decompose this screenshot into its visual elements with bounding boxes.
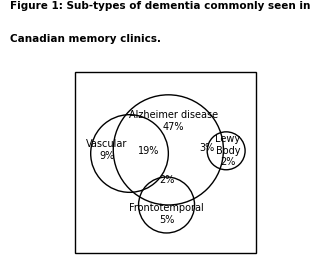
Text: Lewy
Body
2%: Lewy Body 2% xyxy=(215,134,240,167)
Text: Vascular
9%: Vascular 9% xyxy=(86,139,128,161)
Text: Alzheimer disease
47%: Alzheimer disease 47% xyxy=(129,110,218,132)
Text: Frontotemporal
5%: Frontotemporal 5% xyxy=(129,203,204,225)
Text: 19%: 19% xyxy=(138,146,159,156)
Text: 3%: 3% xyxy=(199,143,214,154)
Text: 2%: 2% xyxy=(159,175,174,185)
Text: Canadian memory clinics.: Canadian memory clinics. xyxy=(10,34,161,44)
Text: Figure 1: Sub-types of dementia commonly seen in: Figure 1: Sub-types of dementia commonly… xyxy=(10,1,310,11)
